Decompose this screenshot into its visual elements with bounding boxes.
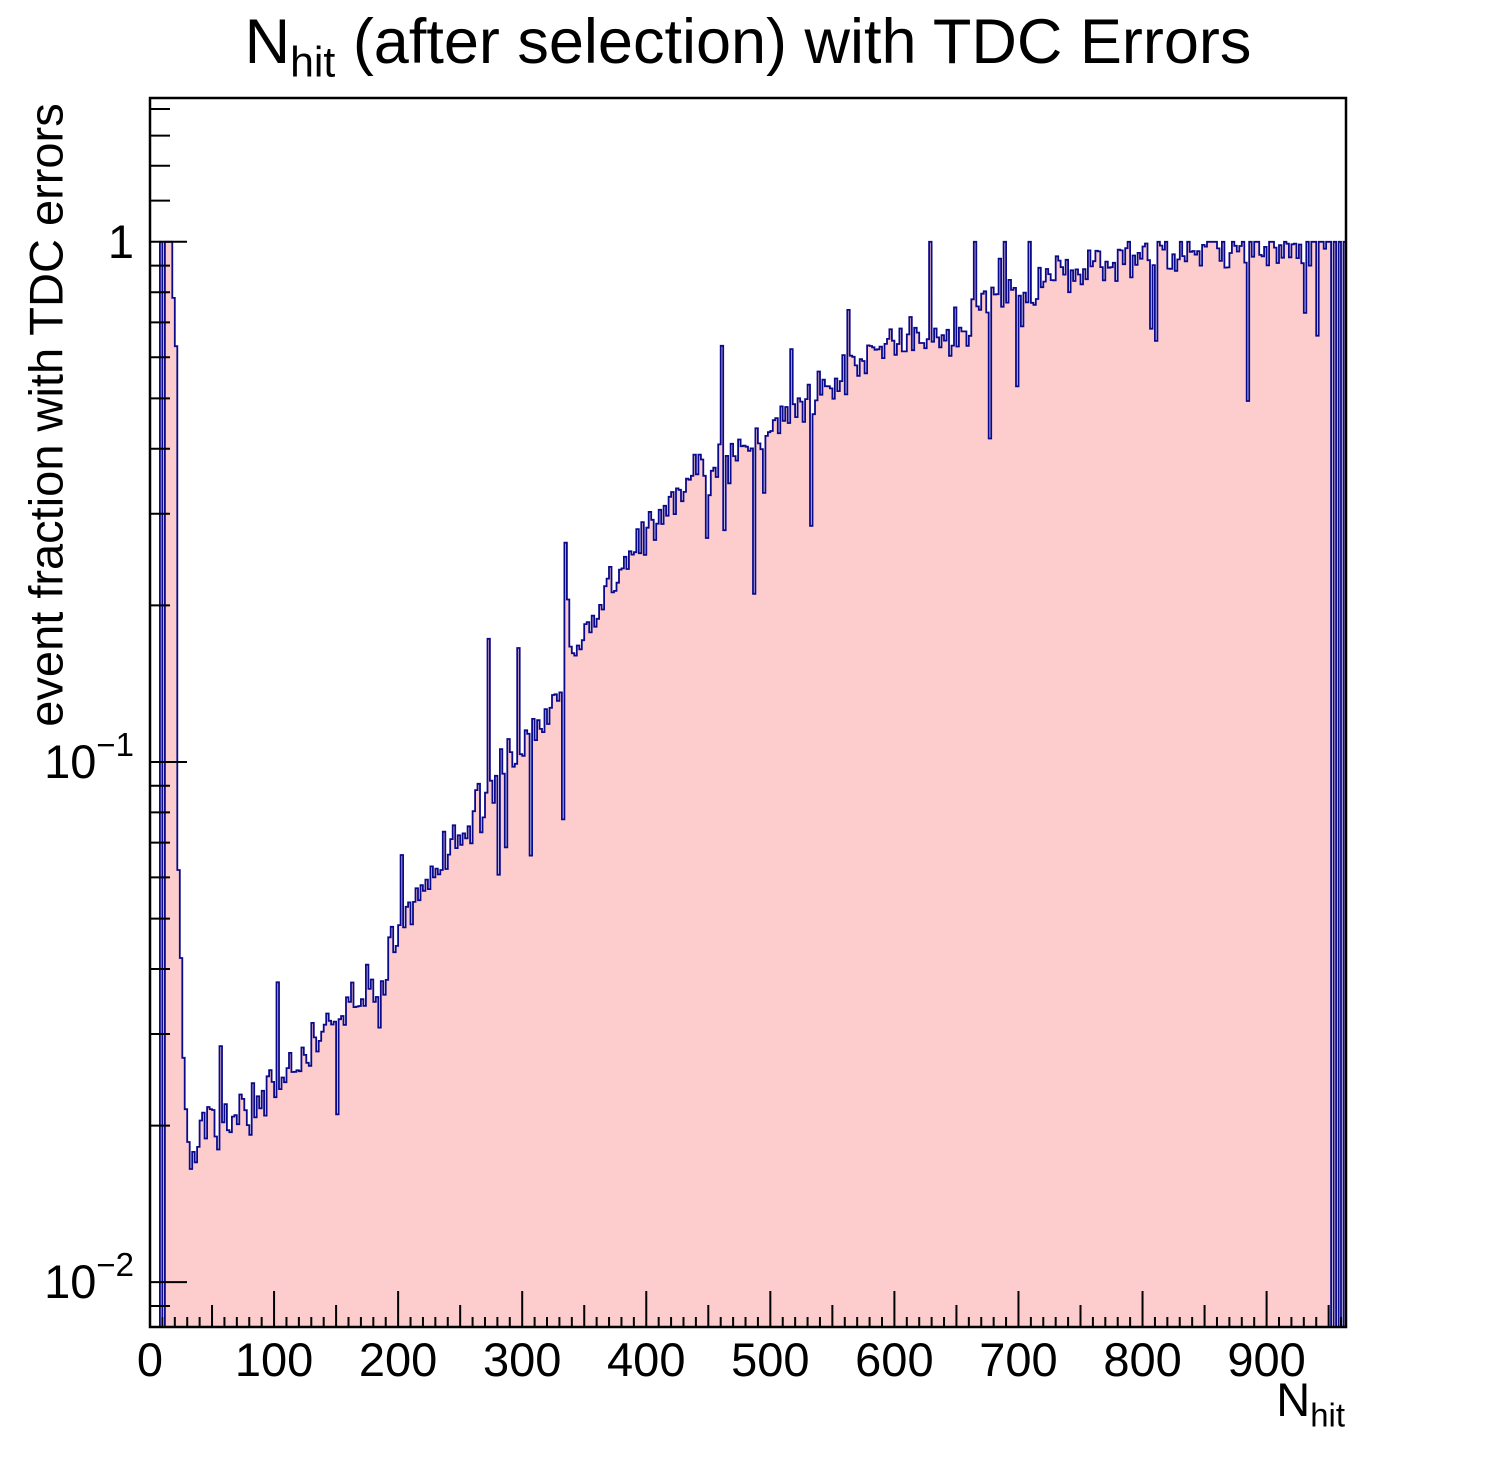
x-tick-label: 900	[1227, 1333, 1305, 1386]
x-tick-label: 100	[235, 1333, 313, 1386]
x-axis-labels: 0 100 200 300 400 500 600 700 800 900	[137, 1333, 1306, 1386]
chart-title-prefix: N	[244, 7, 291, 77]
y-tick-label: 1	[108, 215, 134, 268]
x-axis-title-prefix: N	[1276, 1373, 1311, 1426]
x-tick-label: 200	[359, 1333, 437, 1386]
y-tick-label: 10−2	[44, 1246, 134, 1308]
chart-title: Nhit (after selection) with TDC Errors	[0, 6, 1496, 84]
x-axis-title-subscript: hit	[1310, 1396, 1345, 1434]
y-axis-ticks	[150, 108, 187, 1307]
y-tick-label: 10−1	[44, 726, 134, 788]
x-tick-label: 800	[1103, 1333, 1181, 1386]
plot-frame	[148, 96, 1348, 1329]
x-tick-label: 500	[731, 1333, 809, 1386]
x-axis-title: Nhit	[1276, 1372, 1345, 1431]
x-tick-label: 400	[607, 1333, 685, 1386]
x-tick-label: 600	[855, 1333, 933, 1386]
x-tick-label: 0	[137, 1333, 163, 1386]
x-tick-label: 700	[979, 1333, 1057, 1386]
chart-title-subscript: hit	[290, 38, 336, 87]
x-tick-label: 300	[483, 1333, 561, 1386]
x-axis-ticks	[149, 1291, 1343, 1327]
y-axis-labels: 1 10−1 10−2	[44, 215, 134, 1308]
histogram-series	[150, 240, 1347, 1328]
chart-title-suffix: (after selection) with TDC Errors	[335, 7, 1252, 77]
